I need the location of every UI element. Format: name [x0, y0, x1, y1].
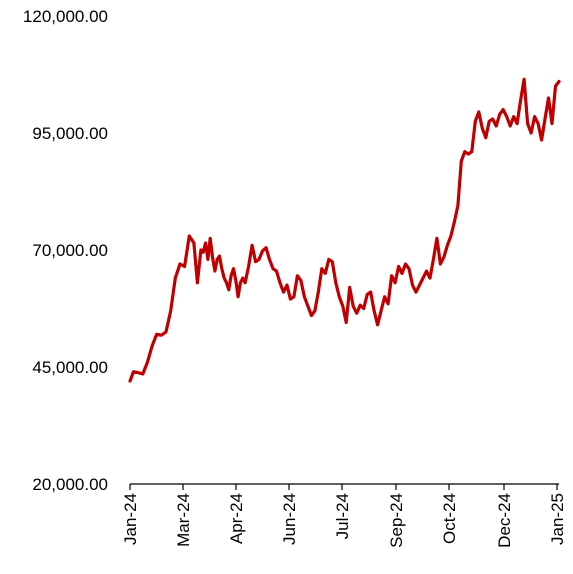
y-tick-label: 20,000.00 — [32, 475, 108, 494]
x-tick-label: Jan-24 — [121, 493, 140, 545]
x-tick-label: Oct-24 — [440, 493, 459, 544]
price-line — [128, 77, 561, 383]
x-axis-ticks — [129, 484, 558, 490]
x-tick-label: Apr-24 — [227, 493, 246, 544]
y-tick-label: 45,000.00 — [32, 358, 108, 377]
y-tick-label: 95,000.00 — [32, 124, 108, 143]
x-tick-label: Mar-24 — [174, 493, 193, 547]
x-tick-label: Jul-24 — [333, 493, 352, 539]
y-axis-labels: 20,000.00 45,000.00 70,000.00 95,000.00 120,… — [23, 7, 108, 494]
x-tick-label: Jan-25 — [548, 493, 567, 545]
y-tick-label: 70,000.00 — [32, 241, 108, 260]
x-axis-labels: Jan-24 Mar-24 Apr-24 Jun-24 Jul-24 Sep-24 Oct-… — [121, 493, 567, 548]
x-tick-label: Sep-24 — [387, 493, 406, 548]
y-tick-label: 120,000.00 — [23, 7, 108, 26]
x-tick-label: Jun-24 — [280, 493, 299, 545]
x-tick-label: Dec-24 — [495, 493, 514, 548]
